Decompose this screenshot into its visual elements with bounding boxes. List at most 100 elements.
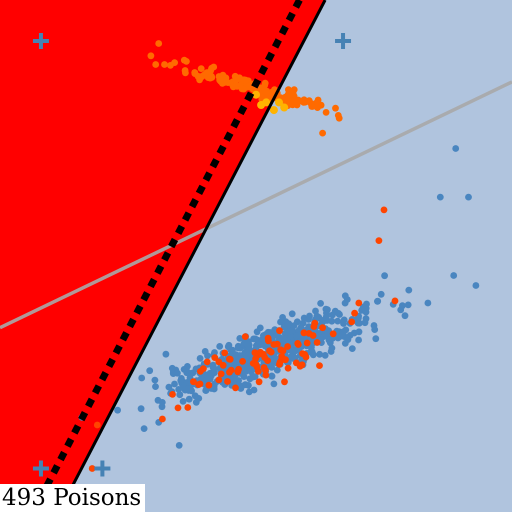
clean-point bbox=[244, 352, 251, 360]
highlight-point bbox=[269, 106, 278, 115]
clean-point bbox=[234, 344, 242, 352]
poison-point bbox=[267, 348, 275, 356]
clean-point bbox=[322, 313, 330, 321]
clean-point bbox=[138, 374, 146, 382]
clean-point bbox=[340, 316, 348, 324]
clean-point bbox=[361, 319, 369, 327]
clean-point bbox=[284, 321, 292, 328]
poison_cluster-point bbox=[182, 69, 189, 77]
poison-point bbox=[316, 362, 323, 369]
reference-line-layer bbox=[0, 80, 512, 330]
clean-point bbox=[321, 352, 329, 359]
poison-point bbox=[276, 359, 284, 366]
clean-point bbox=[224, 343, 232, 351]
clean-point bbox=[284, 337, 292, 345]
clean-point bbox=[355, 336, 362, 344]
clean-point bbox=[185, 395, 193, 403]
clean-point bbox=[284, 328, 292, 336]
poison_cluster-point bbox=[232, 82, 239, 90]
clean-point bbox=[316, 350, 323, 358]
poison-point bbox=[258, 350, 265, 358]
poison-point bbox=[310, 323, 318, 330]
clean-point bbox=[273, 366, 281, 374]
poison-point bbox=[200, 365, 207, 372]
clean-point bbox=[337, 332, 345, 340]
poison-point bbox=[351, 309, 358, 317]
clean-point bbox=[256, 324, 264, 332]
poison-point bbox=[284, 364, 292, 372]
clean-point bbox=[165, 383, 173, 391]
poison-point bbox=[276, 327, 283, 335]
clean-point bbox=[328, 317, 336, 325]
plus-marker bbox=[32, 32, 49, 49]
boundary bbox=[57, 0, 327, 512]
clean-point bbox=[341, 299, 349, 307]
clean-point bbox=[237, 385, 245, 392]
clean-point bbox=[158, 403, 166, 411]
poison-point bbox=[380, 206, 388, 214]
clean-point bbox=[244, 341, 252, 348]
clean-point bbox=[299, 319, 307, 327]
poison_cluster-point bbox=[287, 89, 295, 97]
clean-point bbox=[308, 348, 316, 355]
poison-point bbox=[241, 333, 249, 340]
poison_cluster-point bbox=[317, 101, 325, 109]
clean-point bbox=[268, 372, 276, 380]
reference-line bbox=[0, 80, 512, 330]
poison-point bbox=[303, 339, 311, 347]
clean-point bbox=[171, 380, 178, 388]
clean-point bbox=[329, 311, 336, 319]
plus-marker bbox=[335, 32, 352, 49]
clean-point bbox=[341, 292, 349, 300]
poison_cluster-point bbox=[217, 78, 225, 85]
clean-point bbox=[268, 364, 276, 371]
clean-point bbox=[174, 369, 181, 377]
clean-point bbox=[312, 307, 319, 315]
clean-point bbox=[348, 345, 356, 352]
highlight-point bbox=[252, 90, 260, 99]
poison_cluster-point bbox=[197, 65, 205, 72]
poison_cluster-point bbox=[208, 73, 215, 80]
poison_cluster-point bbox=[155, 40, 163, 47]
clean-point bbox=[404, 301, 412, 309]
poison-point bbox=[215, 358, 223, 366]
clean-point bbox=[146, 367, 154, 375]
poison_cluster-point bbox=[196, 74, 203, 82]
poison-point bbox=[329, 330, 337, 338]
clean-point bbox=[452, 145, 460, 152]
clean-point bbox=[255, 341, 263, 348]
poison_cluster-point bbox=[171, 59, 179, 66]
poison-point bbox=[88, 465, 96, 472]
poison-point bbox=[284, 343, 291, 350]
clean-point bbox=[202, 387, 210, 394]
clean-point bbox=[270, 380, 278, 388]
poison-point bbox=[300, 329, 308, 337]
poison-point bbox=[211, 354, 219, 361]
clean-point bbox=[184, 385, 192, 392]
poison-point bbox=[174, 404, 182, 412]
clean-point bbox=[334, 317, 342, 325]
poison-point bbox=[255, 378, 263, 386]
highlight-point bbox=[280, 103, 289, 112]
poison_cluster-point bbox=[242, 76, 250, 84]
clean-point bbox=[324, 306, 331, 314]
clean-point bbox=[397, 306, 405, 314]
poison-point bbox=[294, 340, 302, 347]
poison_cluster-point bbox=[191, 70, 199, 77]
clean-point bbox=[401, 312, 409, 320]
poison-count-caption: 493 Poisons bbox=[0, 484, 146, 512]
clean-point bbox=[251, 373, 259, 380]
clean-point bbox=[216, 343, 224, 350]
poison-point bbox=[169, 391, 176, 398]
clean-point bbox=[372, 335, 380, 343]
poison-point bbox=[298, 361, 306, 369]
poison-point bbox=[184, 404, 192, 411]
poison-point bbox=[319, 324, 326, 332]
highlight-point bbox=[275, 98, 283, 107]
clean-point bbox=[472, 282, 480, 289]
points-layer bbox=[78, 40, 480, 472]
clean-point bbox=[436, 193, 444, 201]
poison_cluster-point bbox=[308, 103, 316, 110]
clean-point bbox=[270, 356, 278, 364]
clean-point bbox=[336, 311, 343, 318]
